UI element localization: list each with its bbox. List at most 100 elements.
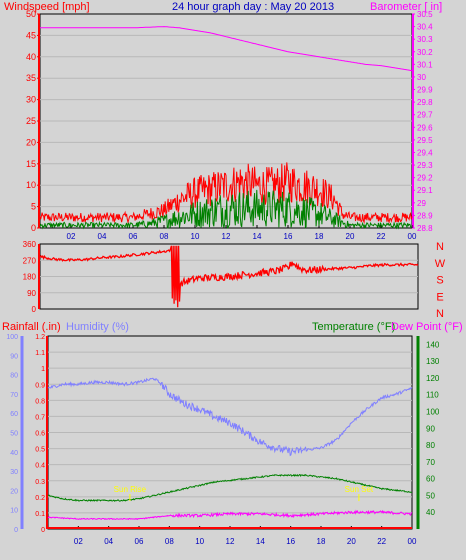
- barometer-axis-label: Barometer [ in]: [370, 1, 442, 13]
- humidity-tick-label: 70: [10, 392, 18, 399]
- humidity-tick-label: 100: [6, 334, 18, 341]
- wind-axis-label: Windspeed [mph]: [4, 1, 90, 13]
- rain-tick-label: 0.8: [35, 398, 45, 405]
- baro-tick-label: 28.9: [417, 211, 433, 220]
- baro-tick-label: 29.8: [417, 98, 433, 107]
- temperature-tick-label: 140: [426, 340, 440, 349]
- wind-tick-label: 35: [26, 73, 36, 83]
- compass-letter: N: [436, 308, 444, 320]
- baro-tick-label: 29.9: [417, 86, 433, 95]
- sunset-label: Sun Set: [345, 485, 374, 494]
- baro-tick-label: 29.1: [417, 186, 433, 195]
- wind-x-tick-label: 14: [253, 232, 262, 241]
- wind-x-tick-label: 20: [346, 232, 355, 241]
- wind-tick-label: 5: [31, 202, 36, 212]
- wind-tick-label: 45: [26, 30, 36, 40]
- baro-tick-label: 29: [417, 199, 426, 208]
- compass-letter: W: [435, 258, 446, 270]
- compass-letter: S: [436, 275, 443, 287]
- wind-tick-label: 20: [26, 137, 36, 147]
- rain-x-tick-label: 12: [226, 537, 235, 546]
- humidity-tick-label: 30: [10, 469, 18, 476]
- temperature-tick-label: 110: [426, 391, 439, 400]
- temperature-tick-label: 130: [426, 357, 440, 366]
- temperature-tick-label: 80: [426, 441, 435, 450]
- humidity-tick-label: 0: [14, 527, 18, 534]
- rain-tick-label: 0.1: [35, 511, 45, 518]
- rain-tick-label: 0.3: [35, 479, 45, 486]
- humidity-tick-label: 80: [10, 373, 18, 380]
- wind-x-tick-label: 06: [129, 232, 138, 241]
- direction-tick-label: 90: [27, 289, 36, 298]
- dewpoint-axis-label: Dew Point (°F): [391, 321, 463, 333]
- baro-tick-label: 30: [417, 73, 426, 82]
- barometer-line: [40, 26, 413, 72]
- rain-x-tick-label: 08: [165, 537, 174, 546]
- dewpoint-line: [47, 509, 413, 521]
- compass-letter: N: [436, 241, 444, 253]
- wind-x-tick-label: 12: [222, 232, 231, 241]
- wind-average-line: [39, 189, 413, 230]
- baro-tick-label: 29.6: [417, 123, 433, 132]
- rain-tick-label: 0.7: [35, 414, 45, 421]
- rain-tick-label: 0: [41, 527, 45, 534]
- rain-tick-label: 1.1: [35, 350, 45, 357]
- baro-tick-label: 30.3: [417, 35, 433, 44]
- direction-line: [39, 245, 419, 308]
- wind-tick-label: 25: [26, 116, 36, 126]
- wind-tick-label: 15: [26, 159, 36, 169]
- baro-tick-label: 29.3: [417, 161, 433, 170]
- humidity-tick-label: 60: [10, 411, 18, 418]
- rain-x-tick-label: 02: [74, 537, 83, 546]
- baro-tick-label: 28.8: [417, 224, 433, 233]
- rain-tick-label: 0.2: [35, 495, 45, 502]
- rain-x-tick-label: 20: [347, 537, 356, 546]
- temperature-tick-label: 90: [426, 424, 435, 433]
- wind-x-tick-label: 22: [377, 232, 386, 241]
- direction-tick-label: 270: [23, 256, 37, 265]
- rain-tick-label: 0.4: [35, 463, 45, 470]
- humidity-tick-label: 20: [10, 488, 18, 495]
- humidity-tick-label: 90: [10, 353, 18, 360]
- rain-x-tick-label: 16: [286, 537, 295, 546]
- wind-x-tick-label: 00: [408, 232, 417, 241]
- temperature-axis-label: Temperature (°F): [312, 321, 395, 333]
- wind-x-tick-label: 04: [98, 232, 107, 241]
- temperature-tick-label: 120: [426, 374, 440, 383]
- baro-tick-label: 30.5: [417, 10, 433, 19]
- temperature-line: [47, 473, 413, 503]
- humidity-tick-label: 50: [10, 431, 18, 438]
- baro-tick-label: 30.4: [417, 23, 433, 32]
- rain-x-tick-label: 04: [104, 537, 113, 546]
- wind-baro-chart: 0 5 10 15 20 25 30 35 40 45 50 28.8 28.9 29 29.1 29.2 29…: [26, 9, 433, 241]
- baro-tick-label: 29.4: [417, 148, 433, 157]
- graph-title: 24 hour graph day : May 20 2013: [172, 1, 334, 13]
- wind-x-tick-label: 08: [160, 232, 169, 241]
- rain-tick-label: 0.5: [35, 447, 45, 454]
- wind-tick-label: 0: [31, 223, 36, 233]
- temperature-tick-label: 70: [426, 458, 435, 467]
- rain-x-tick-label: 14: [256, 537, 265, 546]
- baro-tick-label: 29.2: [417, 174, 433, 183]
- baro-tick-label: 29.5: [417, 136, 433, 145]
- rain-axis-label: Rainfall (.in): [2, 321, 61, 333]
- rain-x-tick-label: 22: [377, 537, 386, 546]
- rain-x-tick-label: 10: [195, 537, 204, 546]
- compass-letter: E: [436, 291, 443, 303]
- rain-tick-label: 0.6: [35, 431, 45, 438]
- wind-x-tick-label: 16: [284, 232, 293, 241]
- rain-tick-label: 1.2: [35, 334, 45, 341]
- rain-tick-label: 0.9: [35, 382, 45, 389]
- temperature-tick-label: 100: [426, 408, 440, 417]
- humidity-tick-label: 40: [10, 450, 18, 457]
- wind-x-tick-label: 02: [67, 232, 76, 241]
- baro-tick-label: 30.1: [417, 60, 433, 69]
- wind-tick-label: 30: [26, 95, 36, 105]
- temperature-tick-label: 40: [426, 508, 435, 517]
- temperature-tick-label: 50: [426, 491, 435, 500]
- temperature-tick-label: 60: [426, 475, 435, 484]
- humidity-axis-label: Humidity (%): [66, 321, 129, 333]
- direction-tick-label: 0: [32, 305, 37, 314]
